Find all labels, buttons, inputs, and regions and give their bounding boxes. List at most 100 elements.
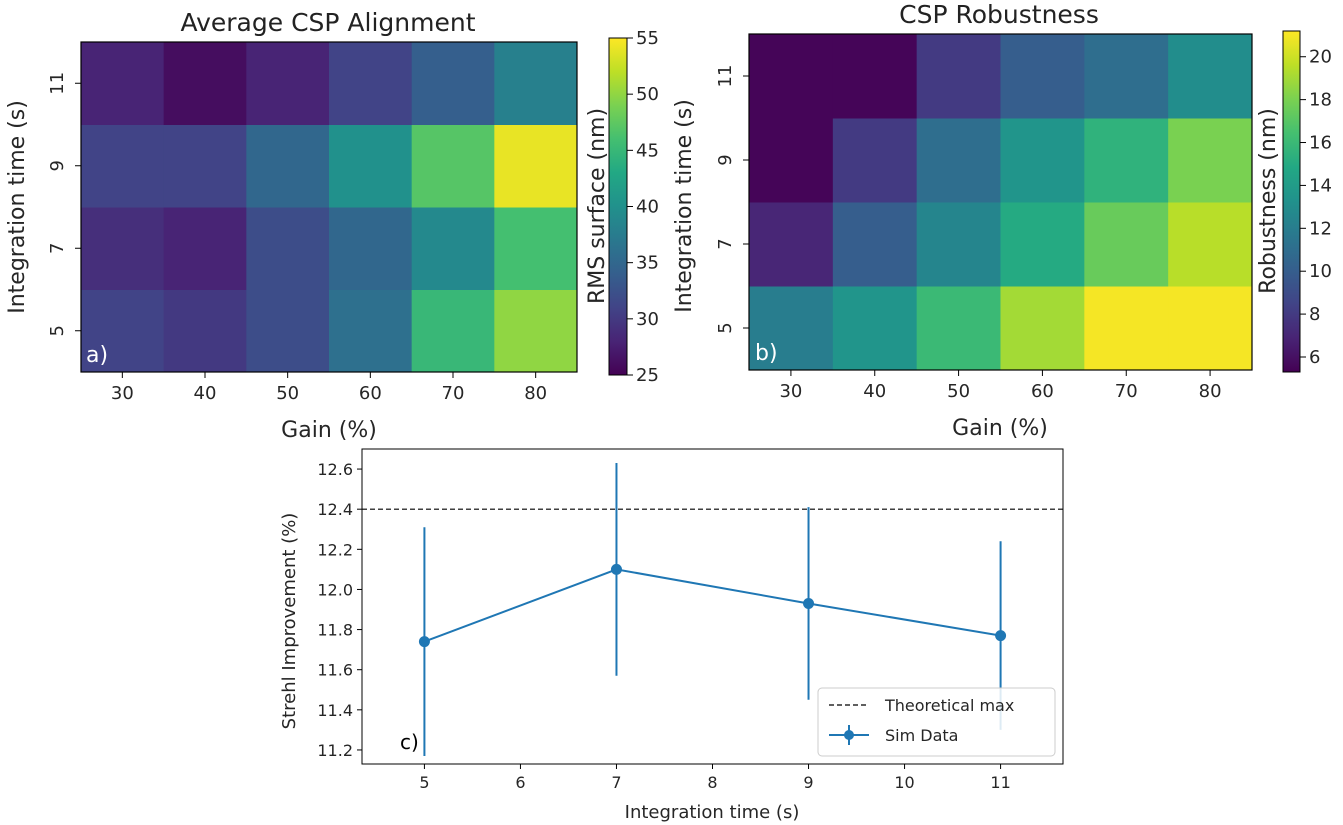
panel-a: Average CSP Alignment 30 40 50 60 70 80 5 7 9 11…	[5, 8, 659, 443]
heatmap-cell	[832, 286, 918, 371]
panel-b-heatmap-cells	[749, 34, 1253, 371]
y-tick-label: 5	[47, 325, 68, 336]
heatmap-cell	[916, 286, 1001, 371]
colorbar-tick-label: 35	[636, 253, 659, 274]
panel-a-title: Average CSP Alignment	[180, 8, 475, 37]
legend-sim-data-label: Sim Data	[885, 726, 958, 745]
colorbar-tick-label: 12	[1309, 218, 1332, 239]
panel-c-y-ticks: 11.2 11.4 11.6 11.8 12.0 12.2 12.4 12.6	[317, 460, 362, 760]
heatmap-cell	[411, 124, 495, 208]
heatmap-cell	[246, 124, 330, 208]
heatmap-cell	[494, 289, 578, 373]
heatmap-cell	[411, 42, 495, 125]
panel-a-label: a)	[86, 343, 108, 368]
y-tick-label: 7	[47, 243, 68, 254]
x-tick-label: 11	[990, 773, 1010, 792]
x-tick-label: 10	[894, 773, 914, 792]
heatmap-cell	[246, 207, 330, 290]
heatmap-cell	[163, 289, 247, 373]
colorbar-tick-label: 8	[1309, 304, 1320, 325]
colorbar-tick-label: 10	[1309, 261, 1332, 282]
heatmap-cell	[329, 207, 413, 290]
panel-b-frame	[748, 33, 1253, 371]
colorbar-tick-label: 50	[636, 84, 659, 105]
panel-a-heatmap-cells	[81, 42, 578, 373]
x-tick-label: 60	[359, 383, 382, 404]
panel-a-y-ticks: 5 7 9 11	[47, 72, 81, 336]
y-tick-label: 12.4	[317, 500, 353, 519]
y-tick-label: 7	[715, 238, 736, 249]
x-tick-label: 50	[276, 383, 299, 404]
legend-sim-data-marker	[844, 730, 854, 740]
heatmap-cell	[916, 118, 1001, 203]
heatmap-cell	[1084, 202, 1169, 287]
panel-c-ylabel: Strehl Improvement (%)	[279, 513, 300, 730]
panel-b-colorbar-ticks: 6 8 10 12 14 16 18 20	[1300, 47, 1332, 368]
heatmap-cell	[832, 202, 918, 287]
y-tick-label: 11	[715, 65, 736, 88]
heatmap-cell	[832, 34, 918, 119]
sim-data-line	[424, 568, 1001, 643]
x-tick-label: 60	[1031, 381, 1054, 402]
heatmap-cell	[81, 42, 165, 125]
panel-c-x-ticks: 5 6 7 8 9 10 11	[419, 764, 1011, 792]
heatmap-cell	[329, 42, 413, 125]
heatmap-cell	[1168, 34, 1253, 119]
legend-box	[817, 687, 1056, 757]
panel-a-xlabel: Gain (%)	[281, 418, 377, 443]
panel-b-ylabel: Integration time (s)	[672, 99, 697, 313]
x-tick-label: 70	[1115, 381, 1138, 402]
panel-a-colorbar	[608, 37, 628, 376]
colorbar-tick-label: 16	[1309, 133, 1332, 154]
x-tick-label: 6	[515, 773, 525, 792]
colorbar-tick-label: 45	[636, 140, 659, 161]
heatmap-cell	[1000, 286, 1085, 371]
x-tick-label: 40	[194, 383, 217, 404]
heatmap-cell	[494, 124, 578, 208]
y-tick-label: 9	[47, 160, 68, 171]
colorbar-tick-label: 6	[1309, 347, 1320, 368]
heatmap-cell	[494, 42, 578, 125]
colorbar-tick-label: 25	[636, 365, 659, 386]
heatmap-cell	[163, 124, 247, 208]
panel-b-xlabel: Gain (%)	[952, 416, 1048, 441]
panel-c-legend: Theoretical max Sim Data	[817, 687, 1056, 757]
y-tick-label: 11.4	[317, 701, 353, 720]
heatmap-cell	[749, 118, 834, 203]
heatmap-cell	[81, 289, 165, 373]
panel-b-title: CSP Robustness	[899, 0, 1099, 29]
heatmap-cell	[329, 289, 413, 373]
data-point	[995, 630, 1007, 642]
y-tick-label: 11.6	[317, 661, 353, 680]
panel-a-x-ticks: 30 40 50 60 70 80	[111, 372, 547, 404]
panel-c-xlabel: Integration time (s)	[625, 802, 800, 823]
y-tick-label: 12.6	[317, 460, 353, 479]
panel-a-frame	[80, 41, 578, 373]
heatmap-cell	[1168, 286, 1253, 371]
colorbar-tick-label: 30	[636, 309, 659, 330]
heatmap-cell	[1168, 118, 1253, 203]
panel-c-label: c)	[400, 730, 419, 754]
heatmap-cell	[749, 286, 834, 371]
data-point	[418, 636, 430, 648]
heatmap-cell	[329, 124, 413, 208]
x-tick-label: 9	[803, 773, 813, 792]
y-tick-label: 5	[715, 322, 736, 333]
panel-b-label: b)	[755, 341, 778, 366]
panel-b: CSP Robustness 30 40 50 60 70 80 5 7 9 11 Gain (…	[672, 0, 1332, 441]
x-tick-label: 40	[863, 381, 886, 402]
y-tick-label: 9	[715, 154, 736, 165]
panel-b-y-ticks: 5 7 9 11	[715, 65, 749, 334]
legend-theoretical-max-label: Theoretical max	[884, 696, 1014, 715]
heatmap-cell	[916, 202, 1001, 287]
colorbar-tick-label: 18	[1309, 90, 1332, 111]
heatmap-cell	[749, 34, 834, 119]
x-tick-label: 50	[947, 381, 970, 402]
heatmap-cell	[1084, 118, 1169, 203]
y-tick-label: 12.2	[317, 540, 353, 559]
heatmap-cell	[1168, 202, 1253, 287]
colorbar-tick-label: 40	[636, 197, 659, 218]
heatmap-cell	[1000, 34, 1085, 119]
y-tick-label: 11	[47, 72, 68, 95]
